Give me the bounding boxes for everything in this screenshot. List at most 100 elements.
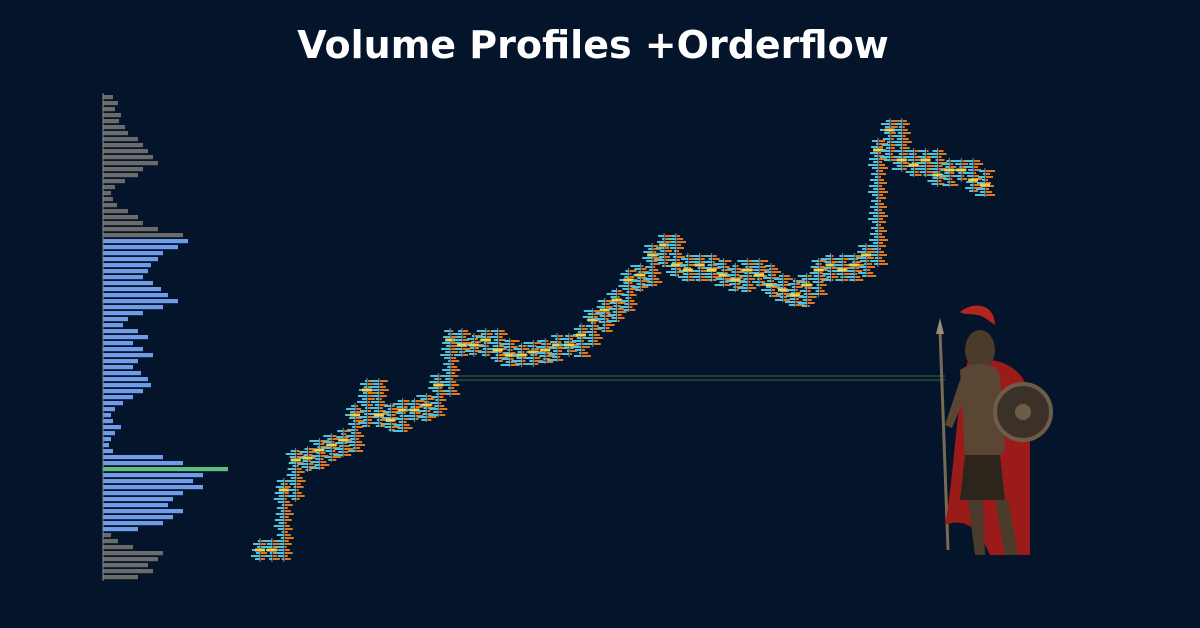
footprint-cell [914,159,923,161]
footprint-cell [588,334,593,336]
footprint-cell [879,188,886,190]
footprint-cell [510,358,514,360]
profile-bar [103,437,111,442]
footprint-cell [731,271,736,273]
footprint-cell [790,292,795,294]
footprint-cell [379,398,382,400]
footprint-cell [978,176,985,178]
footprint-cell [539,355,546,357]
profile-bar [103,287,161,292]
footprint-cell [581,325,585,327]
footprint-cell [415,400,425,402]
footprint-cell [914,174,922,176]
footprint-cell [879,167,889,169]
footprint-cell [486,330,490,332]
footprint-cell [424,401,427,403]
footprint-cell [887,135,890,137]
footprint-cell [427,398,435,400]
footprint-price [575,333,586,337]
footprint-cell [657,241,665,243]
footprint-cell [397,400,403,402]
footprint-price [837,268,848,272]
footprint-cell [736,268,742,270]
footprint-cell [713,263,724,265]
footprint-cell [617,290,622,292]
footprint-cell [593,343,601,345]
footprint-cell [379,380,388,382]
profile-bar [103,329,138,334]
footprint-cell [443,336,451,338]
footprint-cell [848,258,855,260]
footprint-cell [371,422,379,424]
footprint-price [314,448,325,452]
footprint-cell [783,281,788,283]
footprint-cell [477,351,486,353]
footprint-cell [510,346,518,348]
footprint-price [290,458,301,462]
footprint-cell [653,245,659,247]
footprint-cell [454,354,463,356]
footprint-cell [368,386,379,388]
footprint-cell [728,289,736,291]
footprint-cell [855,255,864,257]
footprint-cell [823,267,831,269]
footprint-cell [946,160,950,162]
footprint-cell [590,322,593,324]
footprint-cell [819,275,826,277]
footprint-cell [284,546,287,548]
footprint-cell [807,296,817,298]
footprint-cell [752,281,760,283]
footprint-cell [783,284,791,286]
footprint-cell [443,363,451,365]
footprint-price [421,403,432,407]
footprint-cell [872,194,879,196]
footprint-cell [293,486,296,488]
footprint-cell [440,381,451,383]
footprint-cell [879,215,889,217]
footprint-cell [279,516,284,518]
footprint-cell [914,153,917,155]
profile-bar [103,545,133,550]
footprint-cell [276,534,284,536]
footprint-cell [504,340,510,342]
footprint-cell [284,525,290,527]
footprint-cell [867,272,874,274]
footprint-cell [955,163,962,165]
footprint-cell [558,341,562,343]
footprint-cell [456,342,463,344]
footprint-cell [736,277,743,279]
footprint-cell [266,543,272,545]
footprint-cell [439,414,446,416]
profile-bar [103,257,158,262]
footprint-cell [284,552,293,554]
footprint-cell [256,552,260,554]
footprint-cell [384,426,391,428]
footprint-cell [885,120,890,122]
footprint-cell [730,277,736,279]
footprint-cell [475,336,486,338]
footprint-cell [811,287,819,289]
footprint-cell [653,269,659,271]
footprint-cell [304,448,308,450]
footprint-cell [977,182,985,184]
footprint-cell [709,279,712,281]
footprint-cell [392,430,403,432]
footprint-cell [288,462,296,464]
footprint-cell [623,282,629,284]
footprint-cell [602,324,605,326]
footprint-cell [643,278,653,280]
footprint-cell [797,302,807,304]
footprint-cell [611,290,617,292]
footprint-cell [945,166,950,168]
footprint-cell [357,395,367,397]
footprint-cell [451,363,455,365]
profile-bar [103,347,143,352]
footprint-cell [891,168,902,170]
footprint-cell [724,260,732,262]
profile-bar [103,407,115,412]
profile-bar [103,125,125,130]
footprint-cell [601,303,605,305]
footprint-cell [926,156,935,158]
profile-bar [103,227,158,232]
footprint-cell [665,253,668,255]
